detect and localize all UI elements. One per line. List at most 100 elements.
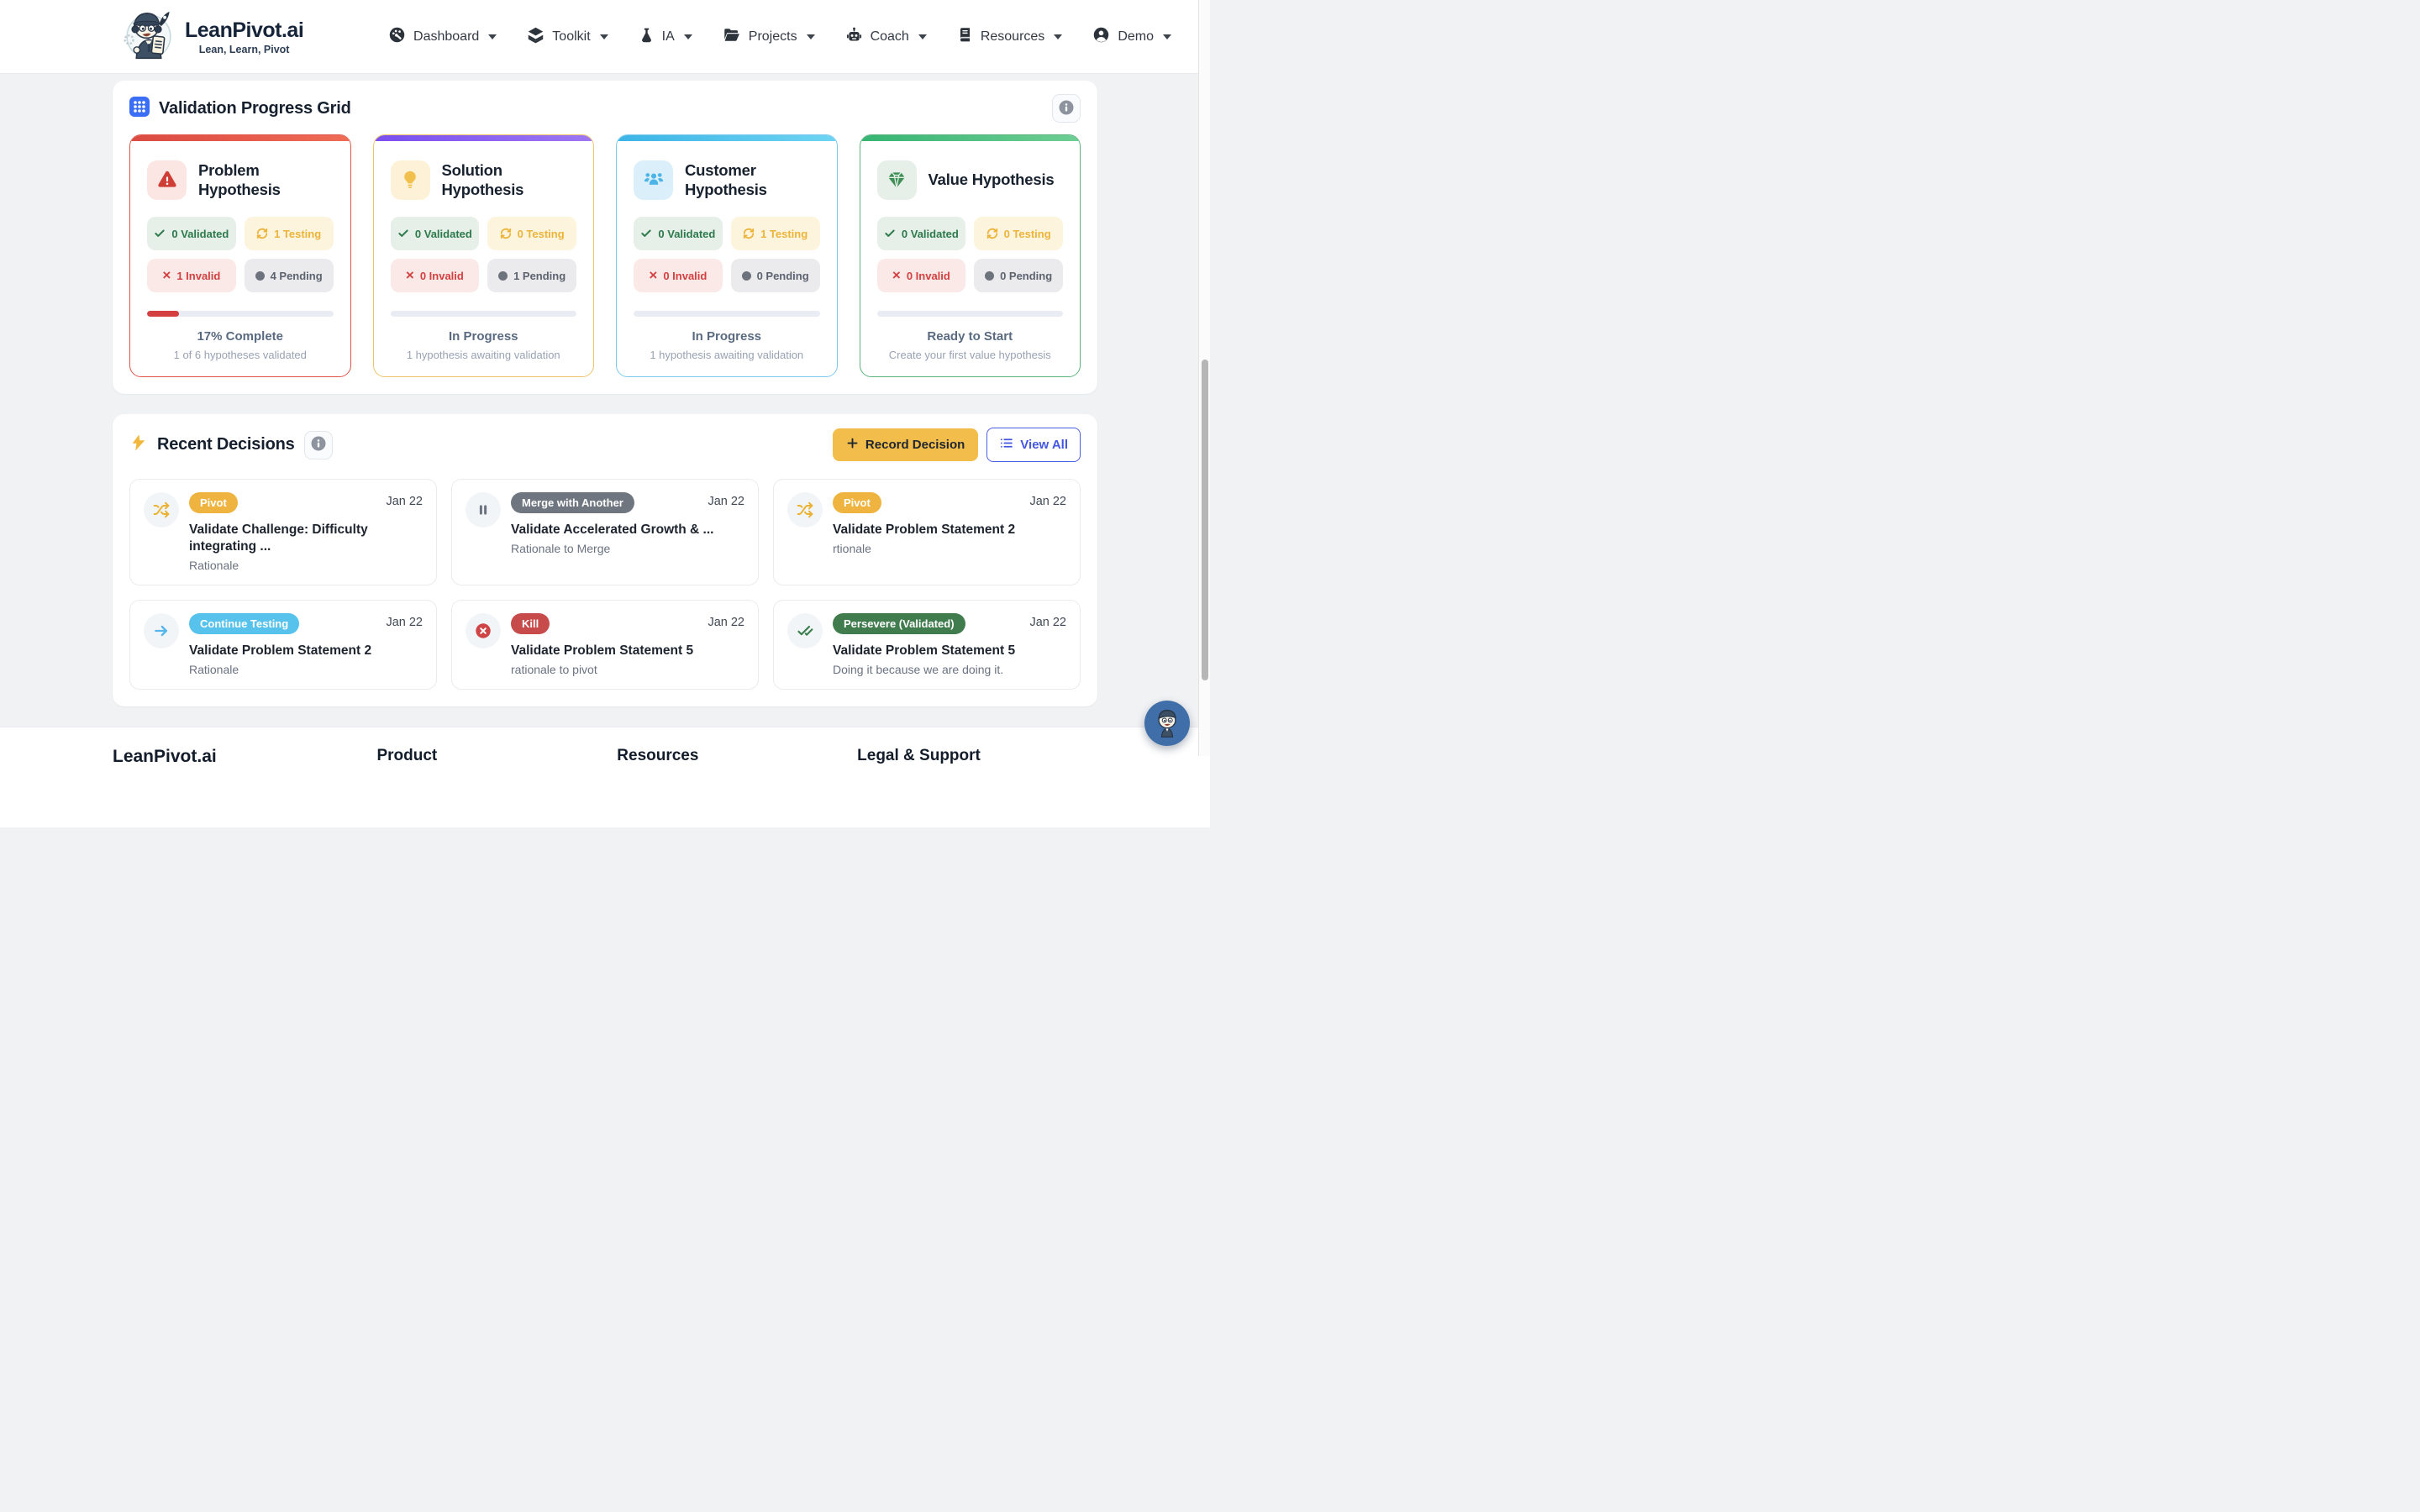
- decision-card[interactable]: Persevere (Validated) Jan 22 Validate Pr…: [773, 600, 1081, 690]
- hypothesis-card-value[interactable]: Value Hypothesis 0 Validated 0 Testing ×…: [859, 134, 1081, 377]
- nav-item-projects[interactable]: Projects: [723, 26, 815, 48]
- pending-badge: 1 Pending: [487, 259, 576, 292]
- record-decision-button[interactable]: Record Decision: [832, 428, 979, 461]
- testing-badge: 1 Testing: [244, 217, 334, 250]
- main-nav: Dashboard Toolkit IA Projects Coach Reso…: [388, 26, 1171, 48]
- layers-icon: [527, 26, 544, 48]
- x-icon: ×: [892, 266, 901, 283]
- validation-grid-info-button[interactable]: [1052, 94, 1081, 123]
- decision-card[interactable]: Kill Jan 22 Validate Problem Statement 5…: [451, 600, 759, 690]
- nav-label: Coach: [870, 29, 909, 44]
- footer-legal-heading: Legal & Support: [857, 747, 981, 765]
- recent-decisions-title: Recent Decisions: [157, 435, 295, 454]
- hypothesis-card-title: Problem Hypothesis: [198, 160, 281, 198]
- validated-badge: 0 Validated: [876, 217, 966, 250]
- hypothesis-card-customer[interactable]: Customer Hypothesis 0 Validated 1 Testin…: [616, 134, 838, 377]
- bolt-icon: [129, 433, 148, 457]
- folder-open-icon: [723, 26, 741, 48]
- chevron-down-icon: [1163, 34, 1171, 39]
- progress-bar: [876, 311, 1063, 317]
- decision-title: Validate Accelerated Growth & ...: [511, 522, 714, 537]
- nav-label: Resources: [980, 29, 1045, 44]
- validation-progress-panel: Validation Progress Grid Problem Hypothe…: [113, 81, 1097, 394]
- card-accent-strip: [617, 135, 837, 141]
- testing-badge: 0 Testing: [487, 217, 576, 250]
- progress-bar-fill: [147, 311, 179, 317]
- hypothesis-status-detail: Create your first value hypothesis: [888, 349, 1051, 361]
- top-nav-bar: LeanPivot.ai Lean, Learn, Pivot Dashboar…: [0, 0, 1210, 74]
- footer-resources-heading: Resources: [617, 747, 699, 765]
- x-icon: ×: [405, 266, 414, 283]
- nav-item-coach[interactable]: Coach: [845, 26, 927, 48]
- recent-decisions-info-button[interactable]: [303, 430, 333, 459]
- decision-badge: Continue Testing: [189, 613, 300, 635]
- chat-mascot-button[interactable]: [1144, 701, 1190, 746]
- nav-label: Toolkit: [552, 29, 591, 44]
- hypothesis-status: In Progress: [448, 329, 518, 344]
- pending-badge: 0 Pending: [730, 259, 820, 292]
- decision-card[interactable]: Merge with Another Jan 22 Validate Accel…: [451, 479, 759, 586]
- decision-subtitle: Rationale: [189, 663, 239, 677]
- decision-subtitle: Rationale: [189, 559, 239, 573]
- validated-badge: 0 Validated: [147, 217, 236, 250]
- decision-subtitle: rationale to pivot: [511, 663, 597, 677]
- hypothesis-status: Ready to Start: [927, 329, 1013, 344]
- dot-icon: [255, 270, 265, 281]
- card-accent-strip: [860, 135, 1080, 141]
- brand-logo[interactable]: LeanPivot.ai Lean, Learn, Pivot: [123, 8, 304, 66]
- validated-badge: 0 Validated: [634, 217, 723, 250]
- hypothesis-card-title: Customer Hypothesis: [685, 160, 767, 198]
- decision-badge: Pivot: [189, 492, 238, 513]
- alert-triangle-icon: [147, 160, 187, 200]
- view-all-button[interactable]: View All: [986, 428, 1081, 462]
- decision-badge: Pivot: [833, 492, 881, 513]
- invalid-badge: × 0 Invalid: [390, 259, 480, 292]
- nav-item-ia[interactable]: IA: [639, 26, 692, 48]
- info-icon: [310, 435, 327, 454]
- validated-badge: 0 Validated: [390, 217, 480, 250]
- shuffle-icon: [787, 492, 823, 528]
- hypothesis-card-problem[interactable]: Problem Hypothesis 0 Validated 1 Testing…: [129, 134, 351, 377]
- decision-badge: Merge with Another: [511, 492, 634, 513]
- hypothesis-card-solution[interactable]: Solution Hypothesis 0 Validated 0 Testin…: [372, 134, 594, 377]
- chevron-down-icon: [683, 34, 692, 39]
- brand-mascot-logo: [123, 8, 175, 66]
- nav-item-resources[interactable]: Resources: [957, 26, 1063, 48]
- card-accent-strip: [130, 135, 350, 141]
- robot-icon: [845, 26, 863, 48]
- chevron-down-icon: [1054, 34, 1063, 39]
- decision-date: Jan 22: [386, 495, 423, 508]
- nav-item-demo[interactable]: Demo: [1092, 26, 1171, 48]
- nav-label: Demo: [1118, 29, 1154, 44]
- nav-label: IA: [661, 29, 675, 44]
- users-icon: [634, 160, 673, 200]
- decision-card[interactable]: Pivot Jan 22 Validate Challenge: Difficu…: [129, 479, 437, 586]
- decision-title: Validate Problem Statement 5: [833, 643, 1016, 659]
- dot-icon: [741, 270, 751, 281]
- x-icon: ×: [649, 266, 658, 283]
- decision-card[interactable]: Pivot Jan 22 Validate Problem Statement …: [773, 479, 1081, 586]
- scrollbar-thumb[interactable]: [1201, 360, 1208, 680]
- nav-label: Projects: [748, 29, 797, 44]
- decision-subtitle: rtionale: [833, 542, 871, 556]
- chevron-down-icon: [488, 34, 497, 39]
- nav-item-dashboard[interactable]: Dashboard: [388, 26, 497, 48]
- user-circle-icon: [1092, 26, 1110, 48]
- scrollbar-track[interactable]: [1198, 0, 1210, 756]
- testing-badge: 0 Testing: [974, 217, 1063, 250]
- progress-bar: [634, 311, 820, 317]
- decision-title: Validate Challenge: Difficulty integrati…: [189, 522, 368, 554]
- decision-subtitle: Doing it because we are doing it.: [833, 663, 1004, 677]
- footer-brand-heading: LeanPivot.ai: [113, 747, 217, 767]
- testing-badge: 1 Testing: [730, 217, 820, 250]
- footer-product-heading: Product: [376, 747, 438, 765]
- nav-item-toolkit[interactable]: Toolkit: [527, 26, 608, 48]
- decision-title: Validate Problem Statement 2: [189, 643, 372, 659]
- decision-title: Validate Problem Statement 5: [511, 643, 694, 659]
- list-icon: [999, 436, 1013, 454]
- chevron-down-icon: [918, 34, 927, 39]
- double-check-icon: [787, 613, 823, 649]
- decision-card[interactable]: Continue Testing Jan 22 Validate Problem…: [129, 600, 437, 690]
- hypothesis-card-title: Solution Hypothesis: [441, 160, 524, 198]
- dot-icon: [985, 270, 995, 281]
